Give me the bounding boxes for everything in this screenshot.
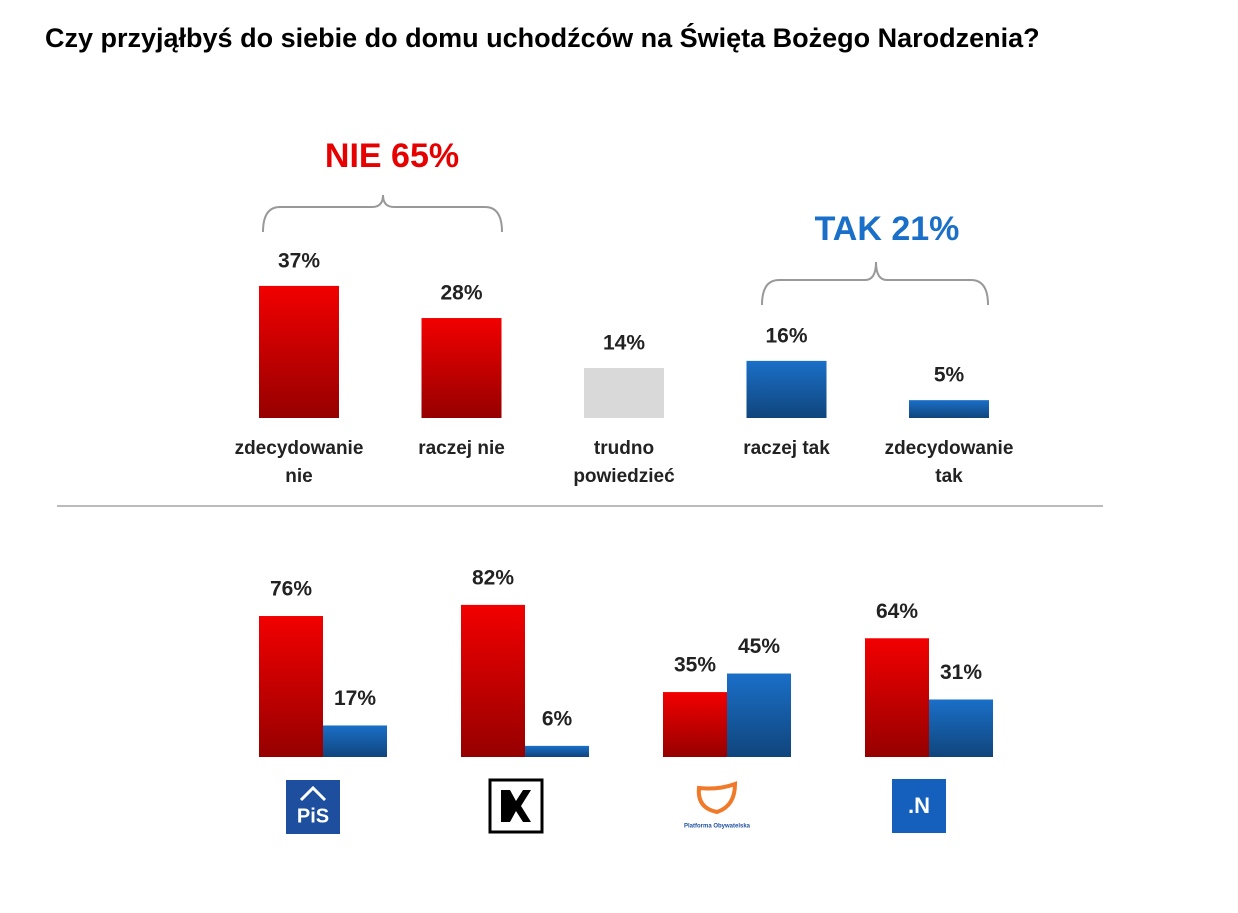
category-label: trudno powiedzieć [573, 438, 675, 487]
value-label: 64% [876, 600, 918, 623]
value-label: 17% [334, 687, 376, 710]
bar [259, 285, 339, 418]
chart-title: Czy przyjąłbyś do siebie do domu uchodźc… [45, 22, 1040, 53]
logo-x [501, 790, 531, 822]
category-label: raczej tak [743, 438, 830, 459]
bar [746, 360, 827, 418]
bar [865, 638, 929, 757]
category-label: zdecydowanie tak [884, 438, 1014, 487]
value-label: 28% [440, 282, 482, 305]
category-label: raczej nie [418, 438, 505, 459]
party-logo: PiS [286, 780, 340, 834]
value-label: 14% [603, 332, 645, 355]
annotation: NIE 65% [325, 137, 459, 175]
party-logo: Platforma Obywatelska [684, 781, 751, 830]
bar [909, 400, 989, 418]
bar [259, 616, 323, 757]
bar [584, 368, 664, 418]
value-label: 5% [934, 364, 965, 387]
bar [663, 692, 727, 757]
category-label: zdecydowanie nie [234, 438, 364, 487]
value-label: 31% [940, 661, 982, 684]
bar [929, 699, 993, 757]
value-label: 37% [278, 249, 320, 272]
value-label: 82% [472, 566, 514, 589]
bracket [761, 261, 989, 306]
logo-text: Platforma Obywatelska [684, 824, 751, 830]
value-label: 16% [765, 324, 807, 347]
logo-text: PiS [297, 805, 329, 827]
bracket [262, 194, 503, 233]
value-label: 6% [542, 707, 573, 730]
bar [727, 673, 791, 757]
party-logo [488, 778, 544, 834]
bar [525, 745, 589, 757]
bar [461, 604, 525, 757]
logo-text: .N [908, 793, 930, 818]
logo-mark [696, 781, 738, 815]
logo-eagle [299, 785, 327, 802]
party-logo: .N [892, 779, 946, 833]
value-label: 35% [674, 654, 716, 677]
logo-bg [892, 779, 946, 833]
bar [421, 318, 502, 418]
bar [323, 725, 387, 757]
value-label: 76% [270, 578, 312, 601]
value-label: 45% [738, 635, 780, 658]
annotation: TAK 21% [815, 210, 960, 248]
